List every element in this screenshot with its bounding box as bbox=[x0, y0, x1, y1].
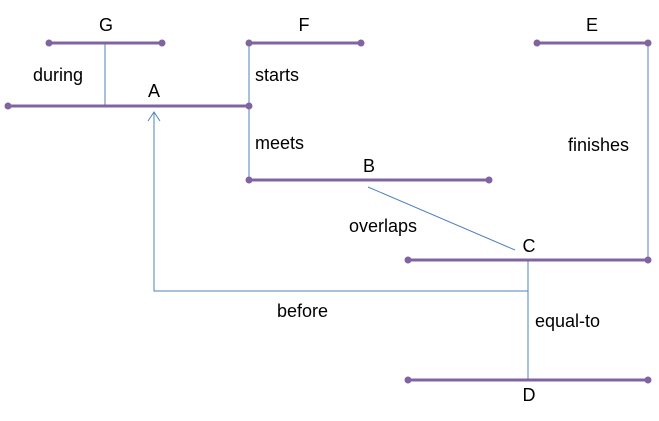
before-arrowhead bbox=[147, 111, 161, 122]
relation-equal-to-label: equal-to bbox=[535, 311, 600, 331]
interval-c-end-point bbox=[644, 256, 652, 264]
interval-f bbox=[245, 39, 365, 47]
relation-during-label: during bbox=[33, 65, 83, 85]
interval-c-label: C bbox=[523, 236, 536, 256]
interval-b-start-point bbox=[245, 176, 253, 184]
interval-b-end-point bbox=[485, 176, 493, 184]
interval-e-end-point bbox=[644, 39, 652, 47]
interval-e-start-point bbox=[533, 39, 541, 47]
interval-g-start-point bbox=[45, 39, 53, 47]
relation-overlaps-label: overlaps bbox=[349, 216, 417, 236]
interval-labels: G F E A B C D bbox=[99, 15, 598, 405]
interval-b bbox=[245, 176, 493, 184]
relation-before-label: before bbox=[277, 301, 328, 321]
interval-e-label: E bbox=[586, 15, 598, 35]
interval-g-end-point bbox=[158, 39, 166, 47]
interval-b-label: B bbox=[363, 156, 375, 176]
interval-f-end-point bbox=[357, 39, 365, 47]
interval-d-start-point bbox=[404, 376, 412, 384]
relation-labels: during starts meets finishes overlaps be… bbox=[33, 65, 629, 331]
interval-f-label: F bbox=[299, 15, 310, 35]
interval-a-end-point bbox=[245, 102, 253, 110]
interval-g-label: G bbox=[99, 15, 113, 35]
relation-starts-label: starts bbox=[255, 65, 299, 85]
overlaps-connector bbox=[367, 186, 516, 251]
connectors bbox=[104, 43, 649, 380]
interval-c-start-point bbox=[404, 256, 412, 264]
interval-e bbox=[533, 39, 652, 47]
interval-d-end-point bbox=[644, 376, 652, 384]
relation-meets-label: meets bbox=[255, 133, 304, 153]
interval-c bbox=[404, 256, 652, 264]
interval-f-start-point bbox=[245, 39, 253, 47]
interval-a-label: A bbox=[148, 81, 160, 101]
interval-g bbox=[45, 39, 166, 47]
interval-a bbox=[4, 102, 253, 110]
interval-a-start-point bbox=[4, 102, 12, 110]
interval-d bbox=[404, 376, 652, 384]
before-connector bbox=[153, 112, 529, 292]
interval-d-label: D bbox=[523, 385, 536, 405]
relation-finishes-label: finishes bbox=[568, 135, 629, 155]
